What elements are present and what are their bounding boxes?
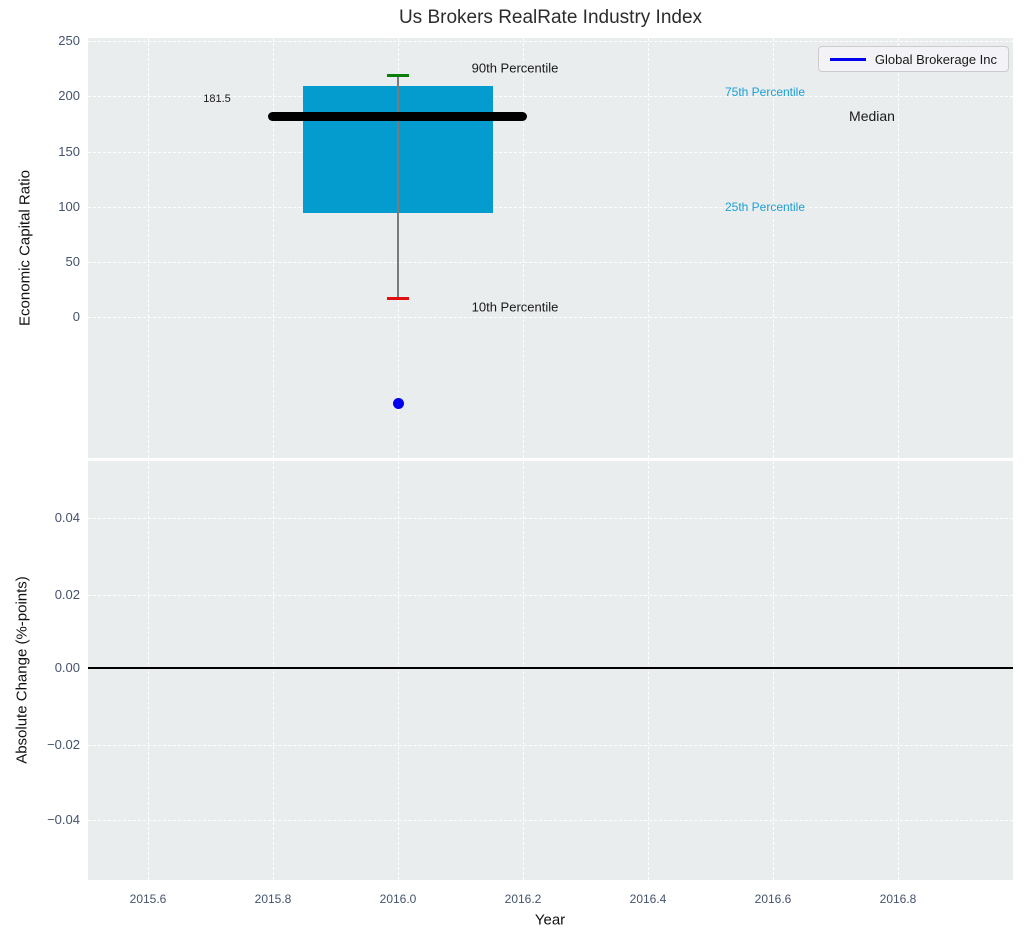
xtick-label: 2016.4 bbox=[629, 892, 667, 906]
ytick-label: 0.04 bbox=[54, 510, 80, 525]
x-axis-label: Year bbox=[534, 911, 566, 929]
gridline bbox=[88, 152, 1013, 153]
gridline bbox=[88, 745, 1013, 746]
ytick-label: 200 bbox=[58, 88, 80, 103]
gridline bbox=[773, 38, 774, 458]
ytick-label: 0.00 bbox=[54, 660, 80, 675]
ytick-label: −0.02 bbox=[47, 737, 80, 752]
gridline bbox=[523, 461, 524, 880]
gridline bbox=[273, 461, 274, 880]
xtick-label: 2016.0 bbox=[379, 892, 417, 906]
gridline bbox=[88, 595, 1013, 596]
ytick-label: 150 bbox=[58, 144, 80, 159]
annotation-90th-percentile: 90th Percentile bbox=[471, 60, 559, 76]
ytick-label: −0.04 bbox=[47, 812, 80, 827]
legend-line-sample bbox=[829, 57, 866, 61]
annotation-25th-percentile: 25th Percentile bbox=[724, 200, 806, 214]
gridline bbox=[88, 317, 1013, 318]
gridline bbox=[273, 38, 274, 458]
gridline bbox=[148, 38, 149, 458]
annotation-75th-percentile: 75th Percentile bbox=[724, 85, 806, 99]
y-axis-label-bottom: Absolute Change (%-points) bbox=[13, 576, 31, 764]
bottom-plot-area bbox=[88, 461, 1013, 880]
ytick-label: 0.02 bbox=[54, 587, 80, 602]
gridline bbox=[523, 38, 524, 458]
gridline bbox=[88, 96, 1013, 97]
chart-title: Us Brokers RealRate Industry Index bbox=[398, 7, 703, 28]
median-value-label: 181.5 bbox=[203, 93, 231, 105]
ytick-label: 100 bbox=[58, 199, 80, 214]
gridline bbox=[88, 207, 1013, 208]
legend-label: Global Brokerage Inc bbox=[874, 51, 997, 67]
xtick-label: 2015.6 bbox=[129, 892, 167, 906]
gridline bbox=[148, 461, 149, 880]
xtick-label: 2016.6 bbox=[754, 892, 792, 906]
gridline bbox=[648, 38, 649, 458]
zero-reference-line bbox=[88, 667, 1013, 669]
gridline bbox=[88, 518, 1013, 519]
gridline bbox=[88, 262, 1013, 263]
gridline bbox=[88, 820, 1013, 821]
median-line bbox=[268, 112, 527, 121]
ytick-label: 250 bbox=[58, 33, 80, 48]
legend: Global Brokerage Inc bbox=[817, 46, 1009, 72]
y-axis-label-top: Economic Capital Ratio bbox=[16, 170, 34, 326]
annotation-median: Median bbox=[849, 108, 895, 124]
xtick-label: 2015.8 bbox=[254, 892, 292, 906]
gridline bbox=[773, 461, 774, 880]
gridline bbox=[648, 461, 649, 880]
gridline bbox=[88, 41, 1013, 42]
xtick-label: 2016.2 bbox=[504, 892, 542, 906]
top-plot-area: 181.5 90th Percentile 75th Percentile Me… bbox=[88, 38, 1013, 458]
company-data-point bbox=[393, 398, 404, 409]
ytick-label: 50 bbox=[65, 254, 80, 269]
whisker-cap-10th-percentile bbox=[387, 297, 409, 300]
annotation-10th-percentile: 10th Percentile bbox=[471, 299, 559, 315]
ytick-label: 0 bbox=[72, 309, 80, 324]
xtick-label: 2016.8 bbox=[879, 892, 917, 906]
gridline bbox=[398, 461, 399, 880]
whisker-cap-90th-percentile bbox=[387, 74, 409, 77]
gridline bbox=[898, 38, 899, 458]
whisker-line bbox=[397, 75, 399, 298]
gridline bbox=[898, 461, 899, 880]
